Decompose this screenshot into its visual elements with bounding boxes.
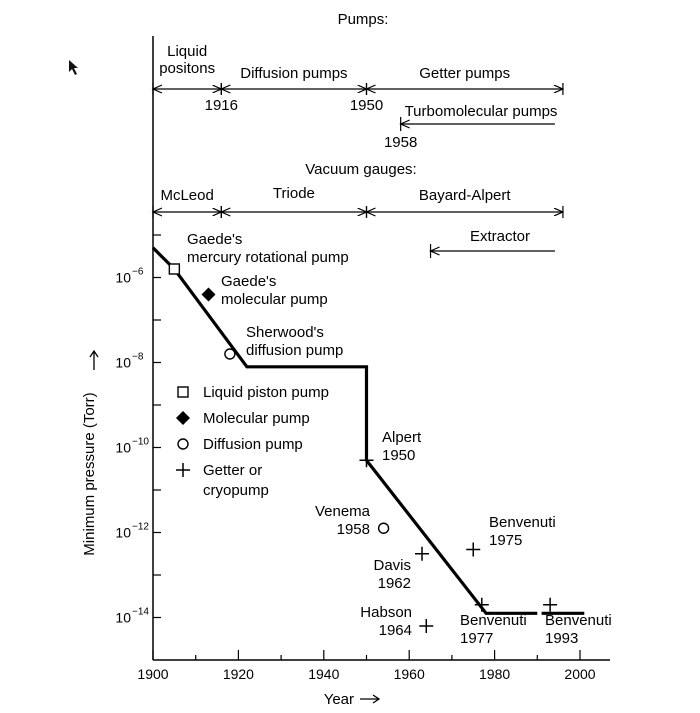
- timeline-year-label: 1950: [350, 97, 383, 114]
- pumps-header: Pumps:: [338, 11, 389, 28]
- x-axis-arrow-icon: [360, 694, 381, 704]
- data-point-label: Gaede's: [187, 231, 242, 248]
- timeline-era-label: McLeod: [160, 187, 213, 204]
- data-point-plus: [419, 619, 434, 633]
- legend-label: cryopump: [203, 482, 269, 499]
- axes: [152, 36, 610, 661]
- legend-marker-diamond: [176, 411, 190, 425]
- data-point-label: 1950: [382, 447, 415, 464]
- data-point-label: Gaede's: [221, 273, 276, 290]
- data-point-square: [168, 263, 181, 275]
- x-ticks: 1900 1920 1940 1960 1980 2000: [137, 650, 596, 682]
- data-point-label: Benvenuti: [460, 612, 527, 629]
- timeline-year-label: 1916: [205, 97, 238, 114]
- timeline-era-label: Liquid: [167, 43, 207, 60]
- y-axis-arrow-icon: [89, 349, 99, 370]
- data-point-label: mercury rotational pump: [187, 249, 349, 266]
- data-point-diamond: [201, 287, 216, 302]
- data-point-label: Venema: [315, 503, 371, 520]
- y-axis-title: Minimum pressure (Torr): [81, 349, 99, 556]
- y-tick-exponent: −12: [132, 522, 149, 533]
- data-point-label: 1958: [337, 521, 370, 538]
- timeline-era-label: Bayard-Alpert: [419, 187, 512, 204]
- y-tick-exponent: −6: [132, 267, 144, 278]
- legend-label: Liquid piston pump: [203, 384, 329, 401]
- data-point-label: Davis: [373, 557, 411, 574]
- data-point-label: 1962: [378, 575, 411, 592]
- legend-label: Getter or: [203, 462, 262, 479]
- data-point-circle: [377, 522, 390, 534]
- y-tick-exponent: −10: [132, 437, 149, 448]
- timeline-year-label: 1958: [384, 134, 417, 151]
- timeline-era-label: Getter pumps: [419, 65, 510, 82]
- legend-marker-plus: [176, 463, 190, 477]
- y-tick-exponent: −14: [132, 607, 149, 618]
- data-point-label: 1977: [460, 630, 493, 647]
- legend-label: Diffusion pump: [203, 436, 303, 453]
- data-point-label: Sherwood's: [246, 324, 324, 341]
- timeline-era-label: positons: [159, 60, 215, 77]
- y-tick-exponent: −8: [132, 352, 144, 363]
- legend-marker-square: [177, 386, 189, 398]
- x-axis-label: Year: [324, 691, 354, 708]
- data-point-label: 1964: [379, 622, 412, 639]
- legend-marker-circle: [177, 438, 189, 450]
- y-tick-label: 10: [115, 440, 131, 456]
- data-point-label: 1975: [489, 532, 522, 549]
- data-point-label: 1993: [545, 630, 578, 647]
- x-tick-label: 1960: [394, 666, 425, 682]
- y-tick-label: 10: [115, 355, 131, 371]
- vacuum-gauges-header: Vacuum gauges:: [305, 161, 416, 178]
- data-point-label: Benvenuti: [545, 612, 612, 629]
- data-point-plus: [415, 546, 430, 561]
- y-tick-label: 10: [115, 270, 131, 286]
- y-tick-label: 10: [115, 525, 131, 541]
- data-point-label: Alpert: [382, 429, 422, 446]
- data-point-label: Habson: [360, 604, 412, 621]
- timeline-era-label: Diffusion pumps: [240, 65, 347, 82]
- series-layer: [151, 246, 585, 615]
- data-point-label: Benvenuti: [489, 514, 556, 531]
- legend: Liquid piston pump Molecular pump Diffusio…: [176, 384, 329, 499]
- timeline-era-label: Turbomolecular pumps: [405, 103, 558, 120]
- x-tick-label: 1900: [137, 666, 168, 682]
- x-tick-label: 1940: [308, 666, 339, 682]
- data-point-label: diffusion pump: [246, 342, 343, 359]
- x-tick-label: 1920: [223, 666, 254, 682]
- data-point-plus: [474, 597, 489, 612]
- x-axis-title: Year: [324, 691, 381, 708]
- y-axis-label: Minimum pressure (Torr): [81, 392, 98, 555]
- data-point-plus: [466, 542, 481, 557]
- y-tick-label: 10: [115, 610, 131, 626]
- data-point-label: molecular pump: [221, 291, 328, 308]
- data-point-plus: [543, 597, 558, 612]
- legend-label: Molecular pump: [203, 410, 310, 427]
- timeline-era-label: Triode: [273, 185, 315, 202]
- x-tick-label: 1980: [479, 666, 510, 682]
- data-point-circle: [224, 348, 236, 360]
- mouse-cursor-icon: [69, 60, 78, 75]
- x-tick-label: 2000: [564, 666, 595, 682]
- timeline-era-label: Extractor: [470, 228, 530, 245]
- data-point-plus: [359, 453, 374, 468]
